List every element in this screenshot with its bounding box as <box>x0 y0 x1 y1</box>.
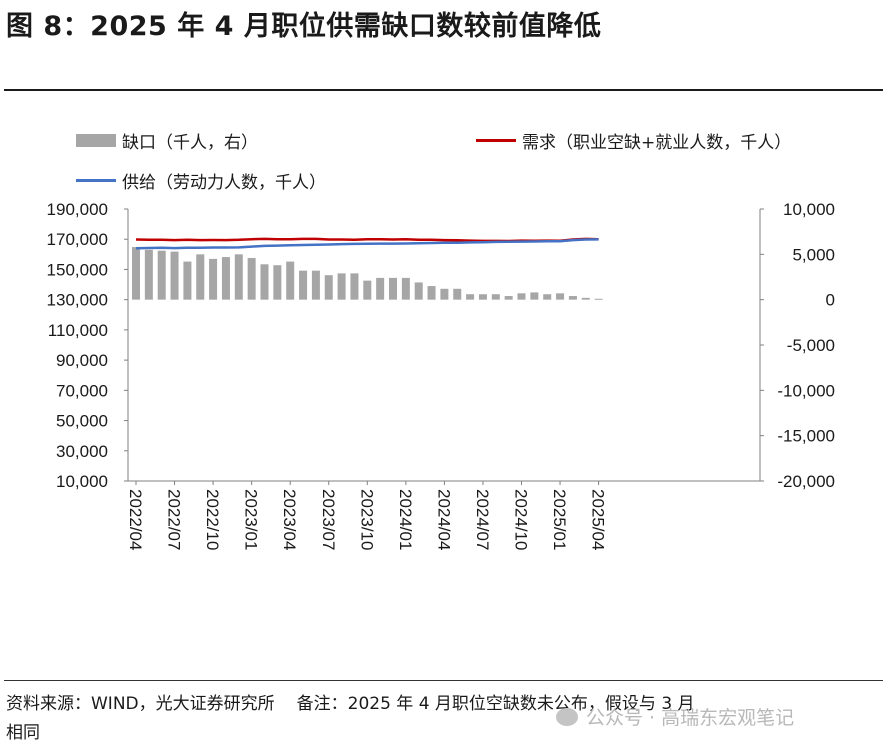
y-left-tick-label: 110,000 <box>48 321 108 340</box>
watermark: 公众号 · 高瑞东宏观笔记 <box>556 703 794 730</box>
x-tick-label: 2022/10 <box>203 489 222 550</box>
x-tick-label: 2024/07 <box>473 489 492 550</box>
x-tick-label: 2022/04 <box>126 489 145 550</box>
footnote-note-cont: 相同 <box>6 723 40 743</box>
y-left-tick-label: 130,000 <box>47 291 108 310</box>
y-left-tick-label: 50,000 <box>56 412 108 431</box>
gap-bar <box>209 258 218 300</box>
legend-gap: 缺口（千人，右） <box>76 128 258 153</box>
y-left-tick-label: 150,000 <box>47 260 108 279</box>
gap-bar <box>337 273 346 300</box>
supply-line <box>135 238 599 250</box>
gap-bar <box>376 277 385 300</box>
y-left-tick-label: 90,000 <box>56 351 108 370</box>
y-right-tick-label: -10,000 <box>777 381 835 400</box>
gap-bar <box>556 293 565 300</box>
gap-bar <box>183 261 192 300</box>
y-left-tick-label: 170,000 <box>47 230 108 249</box>
legend-demand-swatch <box>476 139 516 142</box>
x-tick-label: 2023/01 <box>242 489 261 550</box>
y-left-tick-label: 10,000 <box>56 472 108 491</box>
y-right-tick-label: 10,000 <box>783 200 835 219</box>
x-tick-label: 2024/04 <box>434 489 453 550</box>
gap-bar <box>311 270 320 300</box>
x-tick-label: 2025/01 <box>550 489 569 550</box>
gap-bar <box>427 286 436 300</box>
gap-bar <box>389 277 397 300</box>
legend-demand: 需求（职业空缺+就业人数，千人） <box>476 128 791 153</box>
y-left-tick-label: 30,000 <box>56 442 108 461</box>
gap-bar <box>196 254 205 300</box>
footnote: 资料来源：WIND，光大证券研究所 备注：2025 年 4 月职位空缺数未公布，假… <box>6 690 695 748</box>
gap-bar <box>299 270 308 300</box>
gap-bar <box>273 265 282 300</box>
footnote-note: 备注：2025 年 4 月职位空缺数未公布，假设与 3 月 <box>296 694 695 714</box>
gap-bar <box>363 280 372 300</box>
gap-bar <box>414 282 423 300</box>
gap-bar <box>324 275 333 300</box>
gap-bar <box>132 247 140 300</box>
y-right-tick-label: -15,000 <box>777 427 835 446</box>
x-tick-label: 2023/07 <box>319 489 338 550</box>
y-right-tick-label: 5,000 <box>792 245 835 264</box>
gap-bar <box>221 257 230 300</box>
gap-bar <box>581 297 590 300</box>
footnote-source: 资料来源：WIND，光大证券研究所 <box>6 694 275 714</box>
gap-bar <box>157 250 166 300</box>
legend-gap-swatch <box>76 134 116 147</box>
gap-bar <box>234 254 243 300</box>
footnote-divider <box>4 680 883 681</box>
y-right-tick-label: -20,000 <box>777 472 835 491</box>
title-divider <box>4 89 883 91</box>
gap-bar <box>568 296 577 300</box>
gap-bar <box>517 293 526 300</box>
gap-bar <box>144 249 153 300</box>
legend-demand-label: 需求（职业空缺+就业人数，千人） <box>522 133 792 153</box>
y-left-tick-label: 70,000 <box>56 381 108 400</box>
gap-bar <box>170 251 179 300</box>
gap-bar <box>260 264 269 300</box>
y-right-tick-label: -5,000 <box>787 336 835 355</box>
gap-bar <box>440 288 449 300</box>
gap-bar <box>453 288 462 300</box>
watermark-text: 公众号 · 高瑞东宏观笔记 <box>586 707 795 729</box>
gap-bar <box>401 277 410 300</box>
gap-bar <box>286 261 295 300</box>
x-tick-label: 2024/10 <box>512 489 531 550</box>
legend-supply-swatch <box>76 179 116 182</box>
x-tick-label: 2022/07 <box>165 489 184 550</box>
y-right-tick-label: 0 <box>826 291 835 310</box>
gap-bar <box>530 292 539 300</box>
gap-bar <box>478 294 487 300</box>
legend-gap-label: 缺口（千人，右） <box>122 133 258 153</box>
wechat-icon <box>556 707 578 726</box>
gap-bar <box>350 273 359 300</box>
figure-title: 图 8：2025 年 4 月职位供需缺口数较前值降低 <box>6 11 602 42</box>
gap-bar <box>504 296 513 300</box>
gap-bar <box>466 294 475 300</box>
x-tick-label: 2023/04 <box>280 489 299 550</box>
x-tick-label: 2025/04 <box>589 489 608 550</box>
legend-supply-label: 供给（劳动力人数，千人） <box>122 173 326 193</box>
gap-bar <box>491 294 500 300</box>
legend-supply: 供给（劳动力人数，千人） <box>76 168 326 193</box>
gap-bar <box>247 257 256 300</box>
x-tick-label: 2023/10 <box>357 489 376 550</box>
gap-bar <box>543 294 552 300</box>
y-left-tick-label: 190,000 <box>47 200 108 219</box>
gap-bar <box>594 298 603 300</box>
x-tick-label: 2024/01 <box>396 489 415 550</box>
